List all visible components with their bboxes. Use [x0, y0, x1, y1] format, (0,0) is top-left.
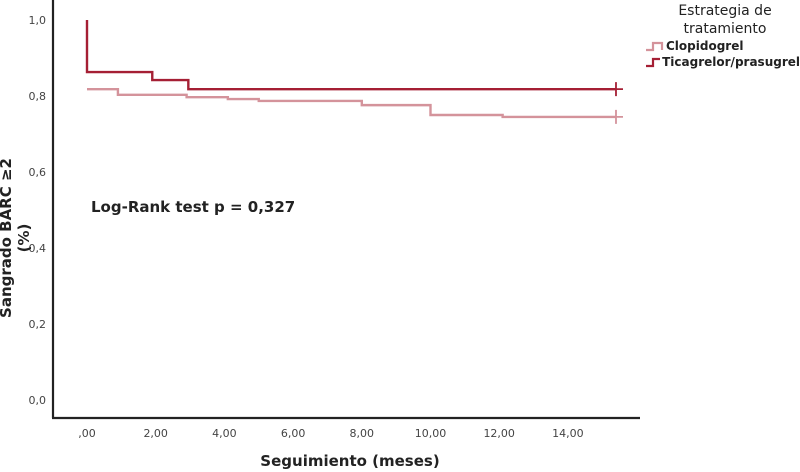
- censor-mark-icon: [608, 82, 623, 97]
- censor-mark-icon: [608, 109, 623, 124]
- legend: Estrategia de tratamiento Clopidogrel Ti…: [640, 2, 800, 70]
- y-tick-label: 1,0: [29, 14, 47, 27]
- y-tick-label: 0,6: [29, 166, 47, 179]
- log-rank-annotation: Log-Rank test p = 0,327: [91, 198, 296, 216]
- x-tick-label: 10,00: [415, 427, 447, 440]
- legend-item-ticagrelor: Ticagrelor/prasugrel: [646, 54, 800, 70]
- x-tick-label: 4,00: [212, 427, 237, 440]
- x-tick-label: 12,00: [483, 427, 515, 440]
- legend-swatch-clopidogrel-icon: [646, 41, 664, 52]
- y-tick-label: 0,2: [29, 318, 47, 331]
- legend-item-clopidogrel: Clopidogrel: [646, 38, 800, 54]
- legend-title: Estrategia de tratamiento: [650, 2, 800, 38]
- x-tick-label: ,00: [78, 427, 96, 440]
- axes: [51, 0, 640, 420]
- y-ticks: 0,0 0,2 0,4 0,6 0,8 1,0: [29, 14, 47, 407]
- legend-label-ticagrelor: Ticagrelor/prasugrel: [662, 55, 800, 69]
- legend-label-clopidogrel: Clopidogrel: [666, 39, 744, 53]
- series-lines: [85, 20, 623, 124]
- x-tick-label: 14,00: [552, 427, 584, 440]
- legend-swatch-ticagrelor-icon: [646, 57, 661, 68]
- x-tick-label: 8,00: [350, 427, 375, 440]
- y-axis-label: Sangrado BARC ≥2 (%): [0, 158, 33, 318]
- x-tick-label: 2,00: [143, 427, 168, 440]
- x-axis-label: Seguimiento (meses): [260, 452, 440, 470]
- y-tick-label: 0,4: [29, 242, 47, 255]
- km-curve-clopidogrel: [87, 87, 616, 119]
- legend-title-line1: Estrategia de: [678, 3, 772, 19]
- x-tick-label: 6,00: [281, 427, 306, 440]
- y-tick-label: 0,0: [29, 394, 47, 407]
- legend-title-line2: tratamiento: [683, 21, 767, 37]
- y-tick-label: 0,8: [29, 90, 47, 103]
- x-ticks: ,00 2,00 4,00 6,00 8,00 10,00 12,00 14,00: [78, 427, 583, 440]
- km-curve-ticagrelor-prasugrel: [85, 20, 616, 91]
